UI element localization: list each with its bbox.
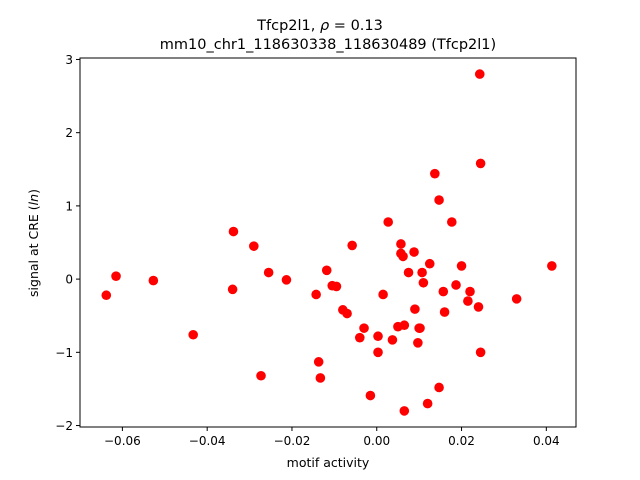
scatter-point	[415, 323, 425, 333]
scatter-point	[249, 241, 259, 251]
scatter-point	[383, 217, 393, 227]
scatter-point	[475, 158, 486, 169]
scatter-point	[403, 267, 414, 278]
scatter-point	[281, 275, 292, 285]
y-axis-label-prefix: signal at CRE (	[26, 205, 41, 297]
y-axis-label: signal at CRE (ln)	[26, 189, 41, 297]
scatter-point	[227, 284, 238, 295]
scatter-point	[399, 406, 410, 416]
scatter-point	[396, 239, 406, 249]
scatter-point	[439, 307, 450, 317]
scatter-point	[413, 338, 423, 348]
x-tick-label: −0.02	[274, 434, 311, 448]
scatter-point	[378, 289, 388, 300]
scatter-point	[456, 261, 467, 271]
x-tick-label: 0.02	[448, 434, 475, 448]
y-axis-label-suffix: )	[26, 189, 41, 194]
scatter-point	[398, 251, 408, 262]
scatter-point	[409, 247, 419, 257]
scatter-point	[399, 320, 410, 331]
scatter-point	[511, 294, 522, 304]
x-axis-label: motif activity	[287, 455, 370, 470]
plot-area	[79, 57, 577, 428]
scatter-point	[446, 217, 457, 227]
scatter-point	[463, 296, 473, 306]
scatter-point	[434, 382, 444, 393]
y-axis: −2 −1 0 1 2 3	[55, 53, 80, 433]
scatter-point	[342, 308, 352, 319]
scatter-point	[417, 267, 427, 278]
scatter-point	[313, 357, 324, 367]
x-tick-label: −0.06	[104, 434, 141, 448]
scatter-point	[354, 332, 365, 343]
plot-frame	[79, 57, 577, 428]
y-tick-label: 2	[65, 126, 73, 140]
scatter-point	[387, 335, 398, 345]
scatter-point	[418, 277, 429, 288]
scatter-point	[148, 275, 159, 286]
scatter-point	[321, 265, 332, 276]
scatter-point	[438, 286, 449, 297]
scatter-point	[373, 331, 383, 342]
scatter-point	[473, 302, 484, 312]
y-axis-label-italic: ln	[26, 194, 41, 205]
y-tick-label: 1	[65, 199, 73, 213]
x-tick-label: 0.04	[533, 434, 560, 448]
scatter-point	[347, 240, 357, 251]
title-rho-symbol: ρ	[320, 18, 330, 34]
scatter-point	[424, 258, 435, 269]
scatter-point	[434, 195, 444, 205]
scatter-point	[465, 286, 475, 297]
y-tick-label: 3	[65, 53, 73, 67]
scatter-point	[331, 281, 342, 292]
scatter-point	[228, 226, 239, 237]
scatter-point	[188, 329, 198, 340]
scatter-point	[256, 370, 266, 381]
scatter-point	[451, 280, 461, 290]
chart-title-line-1: Tfcp2l1, ρ = 0.13	[256, 18, 383, 34]
x-axis: −0.06 −0.04 −0.02 0.00 0.02 0.04	[104, 427, 560, 448]
scatter-point	[475, 347, 486, 358]
scatter-point	[111, 271, 121, 281]
scatter-point	[359, 323, 369, 333]
scatter-point	[311, 289, 321, 300]
scatter-point	[101, 290, 112, 301]
scatter-point	[373, 347, 383, 358]
scatter-point	[422, 398, 433, 409]
y-tick-label: −2	[55, 419, 73, 433]
scatter-point	[547, 261, 557, 271]
scatter-point	[315, 373, 326, 383]
scatter-point	[430, 168, 440, 179]
title-rho-value: = 0.13	[329, 18, 383, 34]
scatter-point	[263, 267, 274, 278]
y-tick-label: −1	[55, 346, 73, 360]
title-gene: Tfcp2l1,	[256, 18, 320, 34]
chart-title-line-2: mm10_chr1_118630338_118630489 (Tfcp2l1)	[160, 37, 496, 53]
scatter-point	[410, 304, 420, 314]
data-points	[101, 69, 557, 416]
scatter-point	[474, 69, 485, 79]
scatter-point	[365, 390, 376, 401]
x-tick-label: −0.04	[189, 434, 226, 448]
x-tick-label: 0.00	[363, 434, 390, 448]
y-tick-label: 0	[65, 273, 73, 287]
